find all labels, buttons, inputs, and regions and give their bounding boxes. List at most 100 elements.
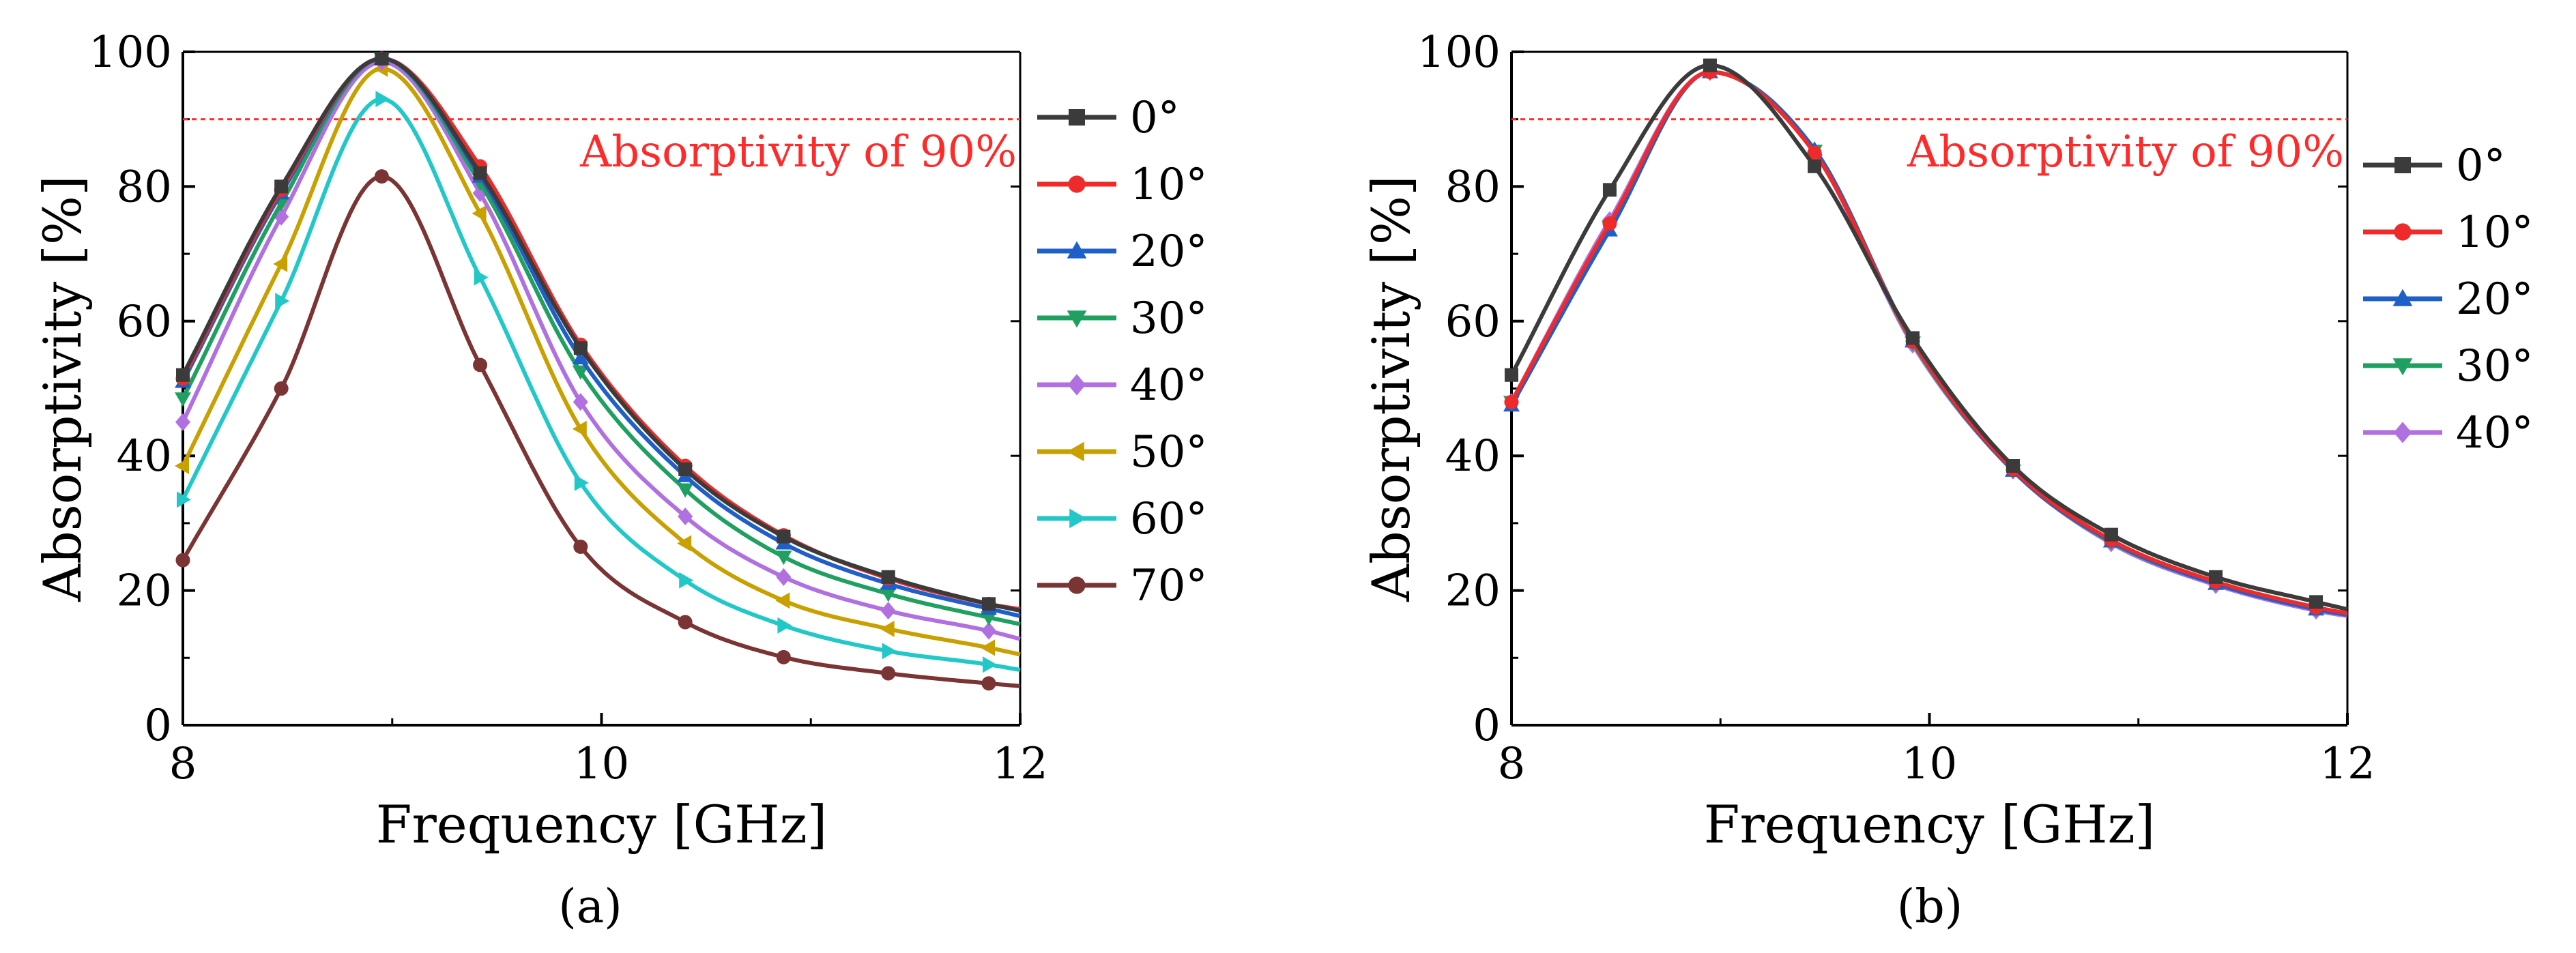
- legend-marker: [1067, 374, 1086, 396]
- y-tick-label: 80: [1445, 162, 1501, 212]
- data-point: [981, 639, 995, 656]
- data-point: [1505, 368, 1518, 382]
- y-tick-label: 40: [117, 431, 172, 482]
- y-axis-label: Absorptivity [%]: [32, 175, 93, 602]
- legend-label: 30°: [2456, 341, 2533, 392]
- legend-marker: [2392, 358, 2413, 376]
- data-point: [175, 553, 190, 568]
- axes-frame: 0 20 40 60 80 100 8 10 12: [1417, 27, 2375, 789]
- y-tick-label: 20: [117, 566, 172, 617]
- data-point: [983, 656, 997, 673]
- data-point: [175, 413, 190, 431]
- data-point: [882, 643, 897, 660]
- series-0deg: [1505, 58, 2348, 612]
- y-tick-label: 0: [144, 701, 172, 751]
- chart-panel-a: 0 20 40 60 80 100 8 10 12 Frequency [GHz] Absorpti…: [32, 27, 1207, 934]
- legend: 0° 10° 20° 30° 40° 50° 60° 70°: [1037, 93, 1207, 611]
- data-point: [981, 611, 997, 626]
- data-point: [1906, 331, 1920, 345]
- legend-marker: [1068, 576, 1086, 594]
- legend-item: 0°: [2363, 141, 2506, 191]
- panel-label: (a): [558, 880, 622, 934]
- data-point: [1808, 159, 1822, 173]
- data-point: [679, 572, 694, 589]
- reference-line-label: Absorptivity of 90%: [579, 127, 1017, 177]
- data-point: [273, 255, 288, 272]
- data-point: [574, 474, 589, 491]
- legend-marker: [2394, 157, 2411, 173]
- series-line: [181, 59, 1021, 641]
- data-point: [678, 508, 693, 525]
- legend-item: 50°: [1037, 427, 1207, 478]
- data-point: [1504, 394, 1519, 409]
- data-point: [572, 420, 587, 437]
- series-line: [181, 66, 1021, 657]
- data-point: [777, 529, 791, 544]
- data-point: [1807, 145, 1822, 160]
- series-40deg: [175, 53, 1021, 641]
- y-axis-label: Absorptivity [%]: [1361, 175, 1421, 602]
- x-tick-label: 8: [169, 739, 197, 789]
- data-point: [474, 269, 489, 286]
- y-tick-label: 0: [1473, 701, 1501, 751]
- data-point: [375, 51, 389, 65]
- data-point: [776, 649, 791, 664]
- y-tick-label: 20: [1445, 566, 1501, 617]
- legend-label: 10°: [1130, 160, 1207, 210]
- panel-label: (b): [1897, 880, 1963, 934]
- legend-item: 60°: [1037, 494, 1207, 544]
- data-point: [677, 535, 692, 552]
- series-line: [181, 174, 1021, 688]
- series-70deg: [175, 169, 1021, 691]
- data-point: [775, 592, 790, 609]
- data-point: [274, 179, 289, 194]
- legend-label: 30°: [1130, 293, 1207, 344]
- data-point: [274, 381, 289, 396]
- x-tick-label: 8: [1498, 739, 1526, 789]
- data-point: [777, 617, 792, 634]
- y-tick-label: 60: [1445, 297, 1501, 347]
- legend-label: 60°: [1130, 494, 1207, 544]
- data-point: [2104, 527, 2118, 542]
- data-point: [880, 587, 897, 602]
- x-tick-label: 10: [1902, 739, 1957, 789]
- legend-marker: [1069, 508, 1087, 529]
- data-point: [677, 483, 694, 498]
- series-layer: [1503, 58, 2348, 620]
- data-point: [176, 368, 190, 382]
- series-line: [181, 56, 1021, 626]
- series-layer: [175, 50, 1021, 691]
- series-60deg: [177, 91, 1021, 673]
- legend-item: 30°: [2363, 341, 2533, 392]
- x-tick-label: 12: [2319, 739, 2375, 789]
- legend-item: 20°: [2363, 274, 2533, 325]
- legend-item: 70°: [1037, 561, 1207, 611]
- legend-item: 40°: [1037, 360, 1207, 411]
- legend-marker: [1069, 109, 1085, 126]
- legend-label: 70°: [1130, 561, 1207, 611]
- legend: 0° 10° 20° 30° 40°: [2363, 141, 2533, 458]
- legend-item: 40°: [2363, 408, 2533, 458]
- series-50deg: [175, 60, 1021, 657]
- data-point: [880, 620, 895, 637]
- y-tick-label: 60: [117, 297, 172, 347]
- axes-frame: 0 20 40 60 80 100 8 10 12: [89, 27, 1048, 789]
- legend-item: 10°: [2363, 207, 2533, 258]
- data-point: [175, 392, 191, 407]
- data-point: [1602, 216, 1617, 231]
- legend-marker: [2393, 422, 2412, 443]
- chart-panel-b: 0 20 40 60 80 100 8 10 12 Frequency [GHz] Absorpti…: [1361, 27, 2533, 934]
- data-point: [881, 666, 896, 681]
- data-point: [981, 676, 996, 691]
- data-point: [573, 393, 588, 411]
- data-point: [573, 341, 588, 355]
- legend-marker: [1067, 441, 1084, 462]
- legend-label: 20°: [2456, 274, 2533, 325]
- legend-item: 20°: [1037, 226, 1207, 277]
- x-tick-label: 12: [992, 739, 1047, 789]
- data-point: [1703, 58, 1717, 72]
- series-line: [1509, 63, 2348, 612]
- y-tick-label: 100: [89, 27, 172, 78]
- legend-label: 0°: [2456, 141, 2506, 191]
